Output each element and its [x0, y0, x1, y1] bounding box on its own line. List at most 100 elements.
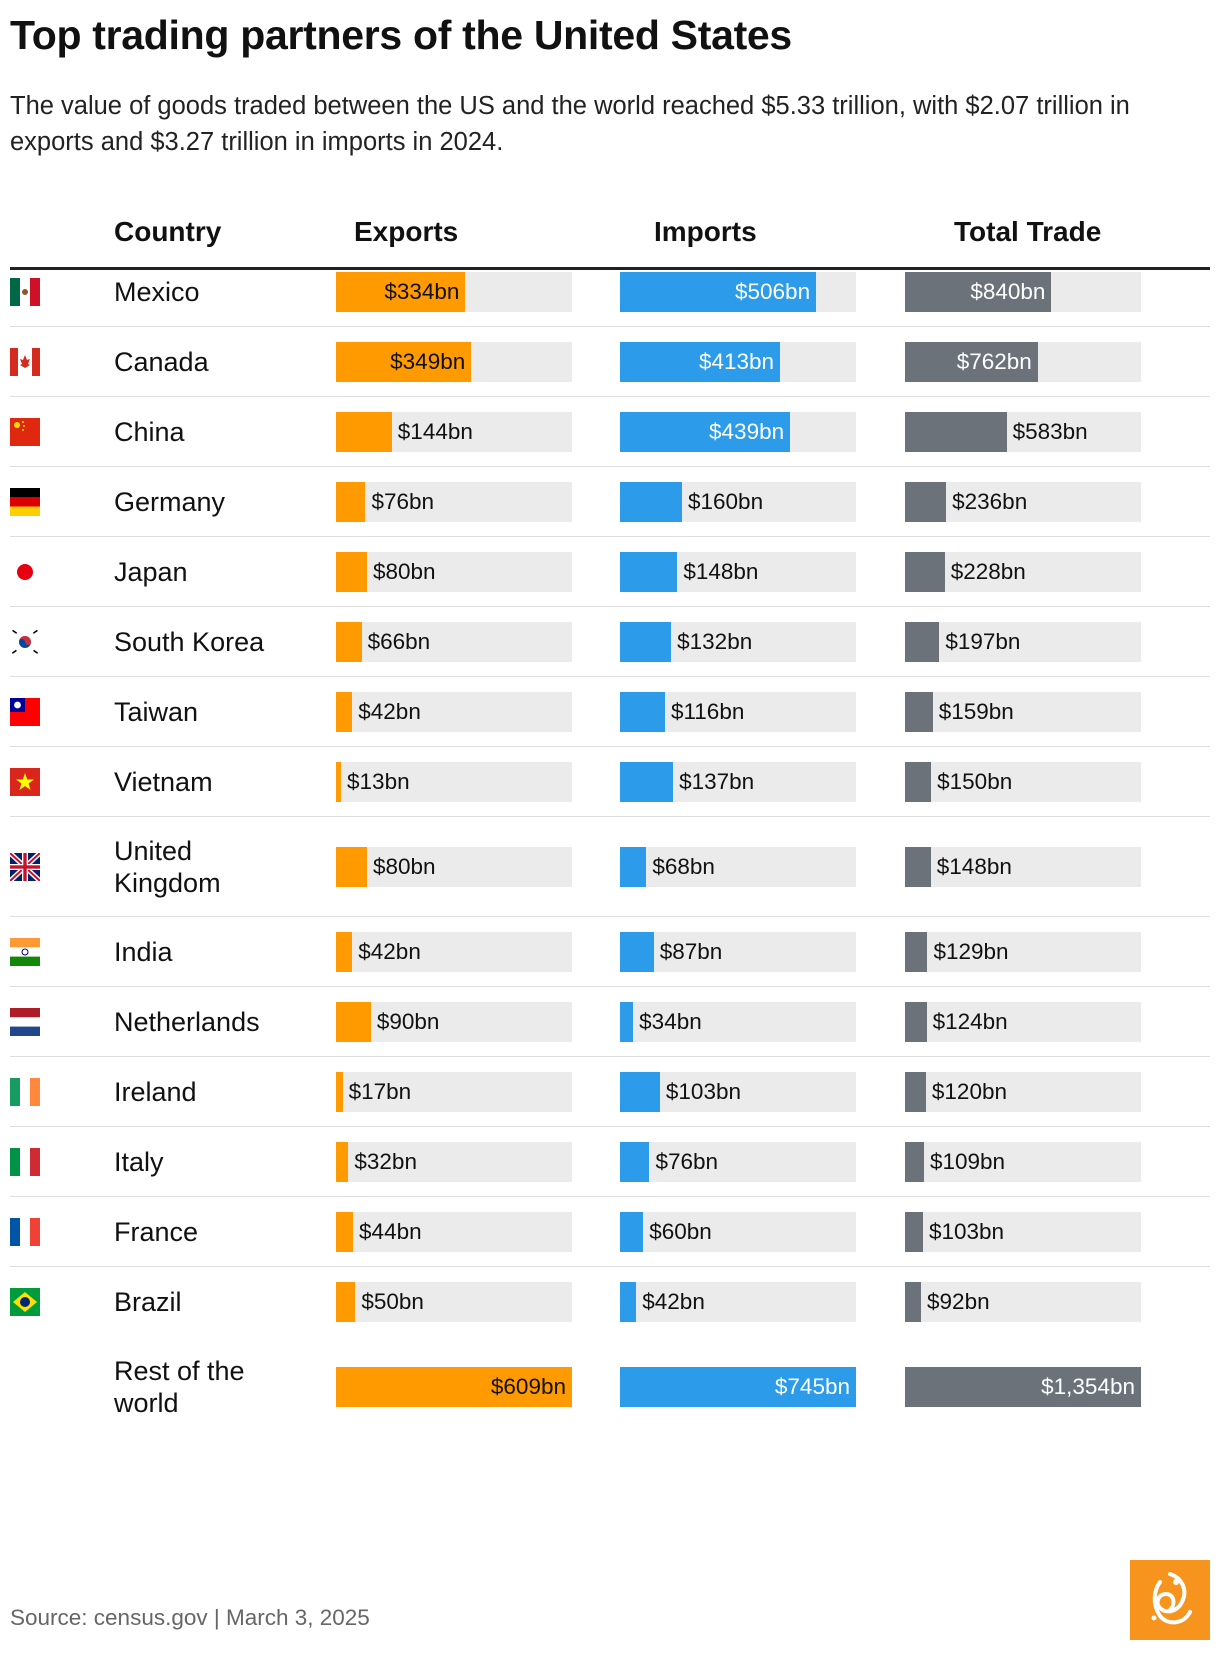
imports-bar: $60bn: [620, 1212, 856, 1252]
exports-bar-fill: [336, 622, 362, 662]
total-bar-fill: [905, 412, 1007, 452]
exports-bar: $80bn: [336, 847, 572, 887]
total-bar: $583bn: [905, 412, 1141, 452]
exports-bar: $349bn: [336, 342, 572, 382]
exports-bar: $609bn: [336, 1367, 572, 1407]
table-row: Canada $349bn $413bn $762bn: [10, 327, 1210, 397]
imports-bar-fill: [620, 1212, 644, 1252]
total-value-label: $236bn: [952, 489, 1028, 514]
total-value-label: $1,354bn: [1041, 1374, 1135, 1399]
imports-bar-fill: [620, 1002, 634, 1042]
total-value-label: $120bn: [931, 1079, 1007, 1104]
imports-bar-fill: [620, 1142, 650, 1182]
exports-value-label: $17bn: [348, 1079, 412, 1104]
vietnam-flag-icon: [10, 768, 40, 796]
header-exports: Exports: [354, 216, 459, 247]
imports-bar: $42bn: [620, 1282, 856, 1322]
imports-bar: $148bn: [620, 552, 856, 592]
imports-value-label: $76bn: [655, 1149, 719, 1174]
total-bar-fill: [905, 692, 933, 732]
total-bar: $197bn: [905, 622, 1141, 662]
table-row: China $144bn $439bn $583bn: [10, 397, 1210, 467]
country-name: Rest of the world: [114, 1356, 245, 1418]
imports-bar: $506bn: [620, 272, 856, 312]
exports-value-label: $44bn: [359, 1219, 422, 1244]
exports-bar: $66bn: [336, 622, 572, 662]
total-bar: $92bn: [905, 1282, 1141, 1322]
total-value-label: $124bn: [932, 1009, 1008, 1034]
total-value-label: $109bn: [929, 1149, 1006, 1174]
imports-bar: $103bn: [620, 1072, 856, 1112]
country-name: Brazil: [114, 1287, 182, 1317]
table-row: Mexico $334bn $506bn $840bn: [10, 257, 1210, 327]
imports-bar-fill: [620, 622, 672, 662]
table-row: Vietnam $13bn $137bn $150bn: [10, 747, 1210, 817]
imports-value-label: $116bn: [670, 699, 745, 724]
exports-bar: $13bn: [336, 762, 572, 802]
total-bar-fill: [905, 1002, 927, 1042]
netherlands-flag-icon: [10, 1008, 40, 1036]
exports-bar-fill: [336, 1002, 371, 1042]
exports-bar: $42bn: [336, 692, 572, 732]
imports-bar: $160bn: [620, 482, 856, 522]
imports-bar-fill: [620, 847, 647, 887]
total-value-label: $159bn: [938, 699, 1014, 724]
exports-bar: $144bn: [336, 412, 572, 452]
total-bar: $103bn: [905, 1212, 1141, 1252]
imports-value-label: $68bn: [652, 854, 715, 879]
exports-value-label: $349bn: [390, 349, 466, 374]
table-row: Netherlands $90bn $34bn $124bn: [10, 987, 1210, 1057]
imports-value-label: $148bn: [683, 559, 759, 584]
exports-value-label: $32bn: [354, 1149, 417, 1174]
source-note: Source: census.gov | March 3, 2025: [10, 1605, 370, 1630]
imports-value-label: $506bn: [735, 279, 811, 304]
imports-bar: $87bn: [620, 932, 856, 972]
country-name: Vietnam: [114, 767, 213, 797]
total-bar-fill: [905, 342, 1038, 382]
exports-bar-fill: [336, 342, 472, 382]
exports-value-label: $334bn: [384, 279, 460, 304]
total-value-label: $148bn: [936, 854, 1012, 879]
table-row: Germany $76bn $160bn $236bn: [10, 467, 1210, 537]
total-bar-fill: [905, 622, 940, 662]
imports-value-label: $87bn: [659, 939, 723, 964]
imports-value-label: $103bn: [665, 1079, 741, 1104]
imports-bar: $76bn: [620, 1142, 856, 1182]
exports-bar-fill: [336, 1072, 343, 1112]
imports-bar-fill: [620, 482, 682, 522]
country-name: Italy: [114, 1147, 164, 1177]
country-name: France: [114, 1217, 199, 1247]
exports-bar-fill: [336, 847, 367, 887]
total-value-label: $840bn: [970, 279, 1046, 304]
canada-flag-icon: [10, 348, 40, 376]
total-bar: $159bn: [905, 692, 1141, 732]
imports-value-label: $132bn: [677, 629, 753, 654]
exports-value-label: $50bn: [361, 1289, 424, 1314]
country-name: Canada: [114, 347, 209, 377]
exports-value-label: $13bn: [347, 769, 410, 794]
ireland-flag-icon: [10, 1078, 40, 1106]
exports-bar-fill: [336, 932, 353, 972]
table-row: Brazil $50bn $42bn $92bn: [10, 1267, 1210, 1337]
exports-bar: $80bn: [336, 552, 572, 592]
chart-subtitle: The value of goods traded between the US…: [10, 92, 1130, 156]
table-row: France $44bn $60bn $103bn: [10, 1197, 1210, 1267]
header-imports: Imports: [654, 216, 757, 247]
mexico-flag-icon: [10, 278, 40, 306]
total-bar: $148bn: [905, 847, 1141, 887]
imports-value-label: $160bn: [688, 489, 764, 514]
exports-value-label: $90bn: [376, 1009, 440, 1034]
imports-value-label: $745bn: [774, 1374, 850, 1399]
total-bar-fill: [905, 932, 928, 972]
total-bar: $109bn: [905, 1142, 1141, 1182]
exports-value-label: $80bn: [373, 559, 436, 584]
imports-bar-fill: [620, 1282, 637, 1322]
chart-title: Top trading partners of the United State…: [10, 12, 792, 58]
imports-bar-fill: [620, 272, 817, 312]
imports-value-label: $42bn: [642, 1289, 705, 1314]
imports-bar: $116bn: [620, 692, 856, 732]
total-value-label: $197bn: [945, 629, 1021, 654]
japan-flag-icon: [10, 558, 40, 586]
table-row: Italy $32bn $76bn $109bn: [10, 1127, 1210, 1197]
taiwan-flag-icon: [10, 698, 40, 726]
